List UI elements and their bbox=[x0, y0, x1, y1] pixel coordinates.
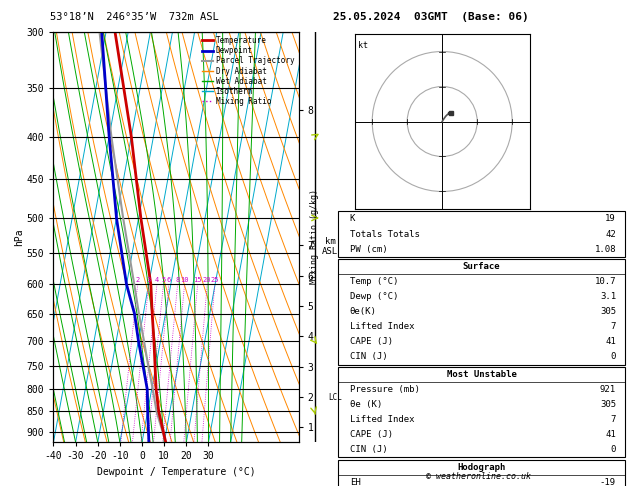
X-axis label: Dewpoint / Temperature (°C): Dewpoint / Temperature (°C) bbox=[97, 467, 255, 477]
Y-axis label: hPa: hPa bbox=[14, 228, 24, 246]
Text: 10.7: 10.7 bbox=[594, 277, 616, 286]
Text: 10: 10 bbox=[181, 277, 189, 282]
Text: 0: 0 bbox=[611, 445, 616, 454]
Text: 5: 5 bbox=[161, 277, 165, 282]
Text: 41: 41 bbox=[605, 337, 616, 347]
Text: Mixing Ratio (g/kg): Mixing Ratio (g/kg) bbox=[310, 190, 319, 284]
Text: 7: 7 bbox=[611, 415, 616, 424]
Text: 15: 15 bbox=[193, 277, 202, 282]
Text: 2: 2 bbox=[136, 277, 140, 282]
Text: kt: kt bbox=[358, 41, 368, 50]
Text: 20: 20 bbox=[203, 277, 211, 282]
Text: 19: 19 bbox=[605, 214, 616, 224]
Text: -19: -19 bbox=[600, 478, 616, 486]
Text: θe(K): θe(K) bbox=[350, 307, 377, 316]
Text: 3.1: 3.1 bbox=[600, 292, 616, 301]
Text: 8: 8 bbox=[175, 277, 180, 282]
Text: 42: 42 bbox=[605, 229, 616, 239]
Text: θe (K): θe (K) bbox=[350, 400, 382, 409]
Text: 305: 305 bbox=[600, 307, 616, 316]
Text: PW (cm): PW (cm) bbox=[350, 244, 387, 254]
Text: 0: 0 bbox=[611, 352, 616, 362]
Text: Dewp (°C): Dewp (°C) bbox=[350, 292, 398, 301]
Text: Lifted Index: Lifted Index bbox=[350, 322, 415, 331]
Text: Surface: Surface bbox=[463, 262, 500, 271]
Text: CIN (J): CIN (J) bbox=[350, 445, 387, 454]
Text: EH: EH bbox=[350, 478, 360, 486]
Text: CAPE (J): CAPE (J) bbox=[350, 430, 393, 439]
Text: © weatheronline.co.uk: © weatheronline.co.uk bbox=[426, 472, 530, 481]
Text: 4: 4 bbox=[155, 277, 159, 282]
Text: 25.05.2024  03GMT  (Base: 06): 25.05.2024 03GMT (Base: 06) bbox=[333, 12, 529, 22]
Text: LCL: LCL bbox=[328, 393, 342, 402]
Text: 921: 921 bbox=[600, 385, 616, 394]
Text: Hodograph: Hodograph bbox=[457, 463, 506, 472]
Text: 7: 7 bbox=[611, 322, 616, 331]
Text: 6: 6 bbox=[167, 277, 171, 282]
Text: 1.08: 1.08 bbox=[594, 244, 616, 254]
Legend: Temperature, Dewpoint, Parcel Trajectory, Dry Adiabat, Wet Adiabat, Isotherm, Mi: Temperature, Dewpoint, Parcel Trajectory… bbox=[201, 35, 295, 107]
Text: K: K bbox=[350, 214, 355, 224]
Text: Temp (°C): Temp (°C) bbox=[350, 277, 398, 286]
Text: 3: 3 bbox=[147, 277, 151, 282]
Y-axis label: km
ASL: km ASL bbox=[322, 237, 338, 256]
Text: CIN (J): CIN (J) bbox=[350, 352, 387, 362]
Text: 25: 25 bbox=[211, 277, 219, 282]
Text: Most Unstable: Most Unstable bbox=[447, 370, 516, 379]
Text: 305: 305 bbox=[600, 400, 616, 409]
Text: Lifted Index: Lifted Index bbox=[350, 415, 415, 424]
Text: 41: 41 bbox=[605, 430, 616, 439]
Text: 53°18’N  246°35’W  732m ASL: 53°18’N 246°35’W 732m ASL bbox=[50, 12, 219, 22]
Text: Totals Totals: Totals Totals bbox=[350, 229, 420, 239]
Text: CAPE (J): CAPE (J) bbox=[350, 337, 393, 347]
Text: Pressure (mb): Pressure (mb) bbox=[350, 385, 420, 394]
